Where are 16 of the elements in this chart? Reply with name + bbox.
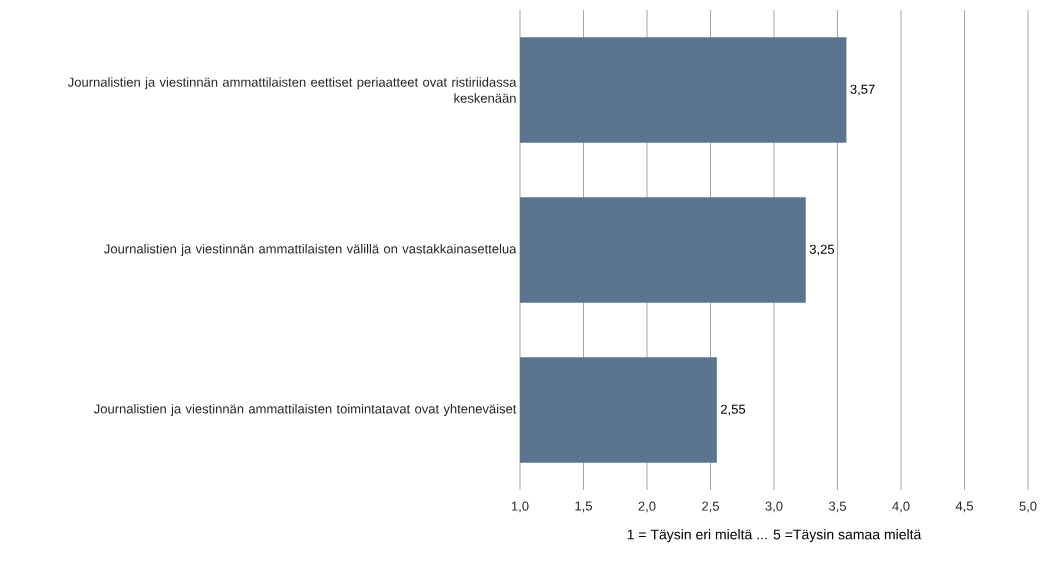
x-tick-label: 3,5: [828, 501, 846, 513]
x-tick-label: 5,0: [1019, 501, 1037, 513]
x-tick-label: 4,0: [892, 501, 910, 513]
x-tick-label: 2,5: [702, 501, 719, 513]
x-tick-label: 1,5: [575, 501, 592, 513]
x-axis-title: 1 = Täysin eri mieltä ... 5 =Täysin samaa mieltä: [627, 529, 922, 543]
y-tick-label: Journalistien ja viestinnän ammattilaisten eettiset periaatteet ovat ristiriidassa keskenään: [67, 77, 517, 103]
x-tick-label: 4,5: [955, 501, 973, 513]
data-label: 3,57: [850, 84, 875, 96]
data-label: 2,55: [721, 404, 746, 416]
y-tick-label: Journalistien ja viestinnän ammattilaisten toimintatavat ovat yhteneväiset: [93, 403, 517, 417]
x-tick-label: 2,0: [638, 501, 656, 513]
data-label: 3,25: [809, 244, 835, 256]
x-tick-label: 3,0: [765, 501, 783, 513]
x-tick-label: 1,0: [511, 501, 529, 513]
y-tick-label: Journalistien ja viestinnän ammattilaisten välillä on vastakkainasettelua: [104, 243, 517, 257]
